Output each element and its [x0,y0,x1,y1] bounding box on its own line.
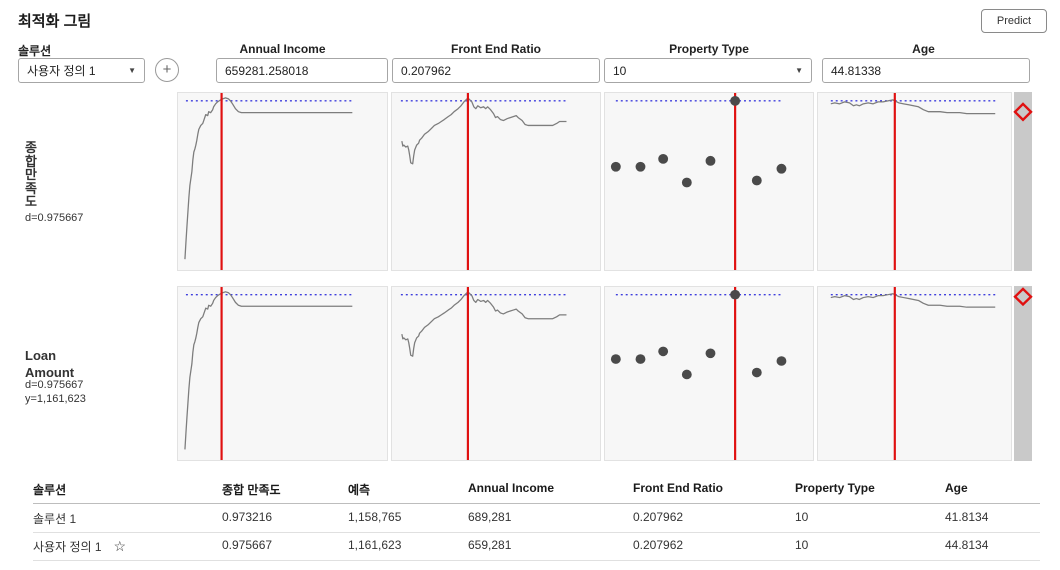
front-end-ratio-cell: 0.207962 [633,510,684,524]
table-header-prediction: 예측 [348,483,371,497]
loan-amount-desirability: d=0.975667 [25,379,84,391]
category-point [635,161,646,172]
category-point [705,155,716,166]
response-label-loan-amount: Loan Amount [25,348,75,380]
table-header-front-end-ratio: Front End Ratio [633,481,723,495]
desirability-value: d=0.975667 [25,212,84,224]
desirability-cell: 0.973216 [222,510,273,524]
factor-header-property-type: Property Type [669,42,749,56]
category-point [681,177,692,188]
prediction-cell: 1,161,623 [348,538,402,552]
profile-trace [830,293,996,308]
age-cell: 44.8134 [945,538,989,552]
annual-income-cell: 689,281 [468,510,512,524]
prediction-cell: 1,158,765 [348,510,402,524]
category-point [776,356,787,366]
loan-amount-prediction: y=1,161,623 [25,393,86,405]
table-header-age: Age [945,481,968,495]
profiler-cell-desirability-age [817,92,1012,271]
table-row[interactable]: 사용자 정의 1 ☆ 0.975667 1,161,623 659,281 0.2… [0,532,1060,560]
category-point [658,153,669,164]
annual-income-cell: 659,281 [468,538,512,552]
profile-trace [401,97,567,165]
factor-header-annual-income: Annual Income [239,42,326,56]
table-header-desirability: 종합 만족도 [222,483,281,497]
table-row[interactable]: 솔루션 1 0.973216 1,158,765 689,281 0.20796… [0,504,1060,532]
category-point [681,369,692,380]
profile-trace [184,291,353,450]
profile-trace [830,99,996,115]
star-icon[interactable]: ☆ [113,538,127,554]
profiler-cell-desirability-front-end-ratio [391,92,601,271]
solution-dropdown[interactable]: 사용자 정의 1 ▼ [18,58,145,83]
profile-trace [184,97,353,260]
selected-category-point [730,289,741,300]
category-point [751,175,762,186]
category-point [610,161,621,172]
property-type-cell: 10 [795,538,809,552]
category-point [776,163,787,174]
front-end-ratio-input[interactable] [392,58,600,83]
property-type-dropdown[interactable]: 10 ▼ [604,58,812,83]
profiler-cell-loan-front-end-ratio [391,286,601,461]
profiler-cell-desirability-property-type [604,92,814,271]
add-solution-button[interactable]: + [155,58,179,82]
desirability-trace-strip [1013,286,1033,461]
table-header-annual-income: Annual Income [468,481,555,495]
page-title: 최적화 그림 [18,13,92,30]
solution-name: 사용자 정의 1 ☆ [33,538,127,554]
category-point [610,354,621,364]
annual-income-input[interactable] [216,58,388,83]
profile-trace [401,291,567,357]
desirability-cell: 0.975667 [222,538,273,552]
chevron-down-icon: ▼ [795,66,803,75]
chevron-down-icon: ▼ [128,66,136,75]
response-label-desirability: 종 합 만 족 도 [25,140,37,209]
solution-dropdown-value: 사용자 정의 1 [27,64,96,78]
property-type-cell: 10 [795,510,809,524]
factor-header-age: Age [912,42,935,56]
solution-name: 솔루션 1 [33,512,77,526]
table-header-property-type: Property Type [795,481,875,495]
solution-label: 솔루션 [18,44,52,58]
profiler-cell-loan-age [817,286,1012,461]
table-header-solution: 솔루션 [33,483,67,497]
desirability-diamond-marker[interactable] [1013,287,1033,307]
category-point [705,348,716,359]
profiler-cell-loan-annual-income [177,286,388,461]
category-point [635,354,646,364]
category-point [658,346,669,357]
profiler-cell-desirability-annual-income [177,92,388,271]
desirability-diamond-marker[interactable] [1013,102,1033,122]
age-cell: 41.8134 [945,510,989,524]
property-type-dropdown-value: 10 [613,63,627,78]
front-end-ratio-cell: 0.207962 [633,538,684,552]
profiler-cell-loan-property-type [604,286,814,461]
selected-category-point [730,95,741,106]
desirability-trace-strip [1013,92,1033,271]
age-input[interactable] [822,58,1030,83]
predict-button[interactable]: Predict [981,9,1047,33]
factor-header-front-end-ratio: Front End Ratio [451,42,541,56]
category-point [751,367,762,378]
